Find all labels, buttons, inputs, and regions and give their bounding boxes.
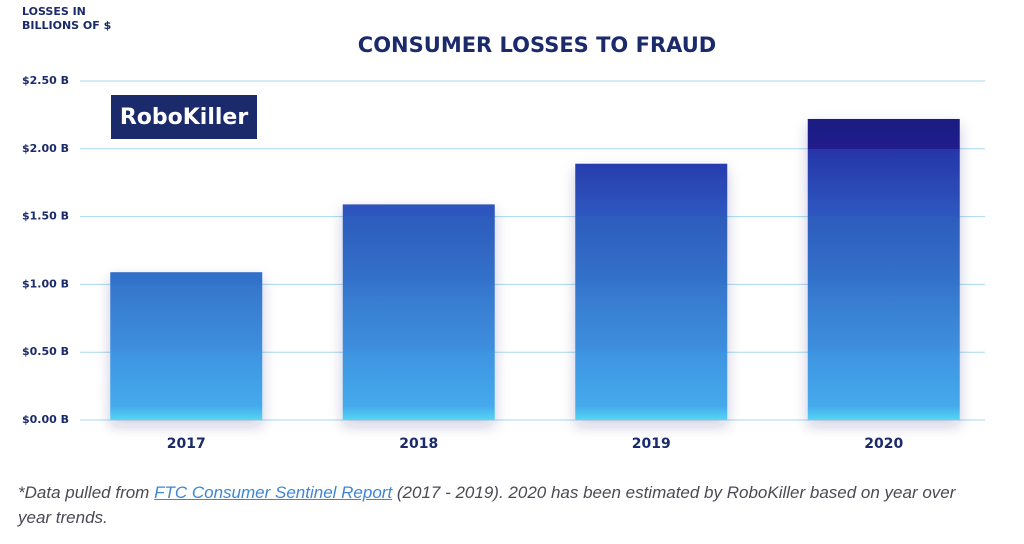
x-tick-label: 2018 <box>399 436 438 452</box>
bar <box>575 163 728 420</box>
logo: RoboKiller <box>120 105 249 130</box>
logo-box <box>111 95 257 139</box>
bar <box>807 118 960 420</box>
chart-title: CONSUMER LOSSES TO FRAUD <box>358 33 716 57</box>
chart: CONSUMER LOSSES TO FRAUD LOSSES IN BILLI… <box>22 5 985 452</box>
y-tick-label: $0.50 B <box>22 345 69 358</box>
y-tick-label: $2.00 B <box>22 142 69 155</box>
x-tick-label: 2017 <box>167 436 206 452</box>
y-axis-label: BILLIONS OF $ <box>22 19 111 32</box>
y-tick-label: $0.00 B <box>22 413 69 426</box>
bar <box>110 272 263 420</box>
x-tick-label: 2019 <box>632 436 671 452</box>
x-tick-label: 2020 <box>864 436 903 452</box>
footnote-link[interactable]: FTC Consumer Sentinel Report <box>154 483 393 502</box>
footnote-text: (2017 - 2019). 2020 has been estimated b… <box>18 483 956 527</box>
bar <box>342 204 495 420</box>
footnote: *Data pulled from FTC Consumer Sentinel … <box>18 480 993 530</box>
footnote-text: *Data pulled from <box>18 483 155 502</box>
y-axis-label: LOSSES IN <box>22 5 86 18</box>
y-tick-label: $2.50 B <box>22 74 69 87</box>
y-tick-label: $1.50 B <box>22 210 69 223</box>
y-tick-label: $1.00 B <box>22 277 69 290</box>
